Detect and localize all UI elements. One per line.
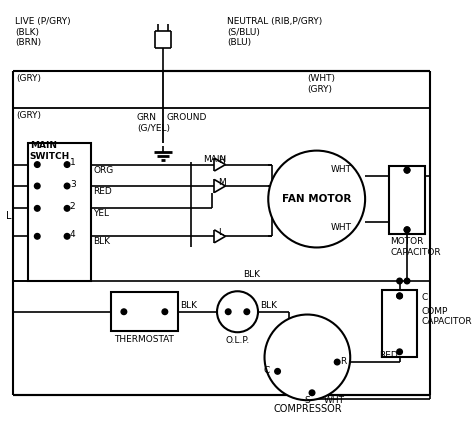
- Text: R: R: [340, 357, 346, 366]
- Text: GROUND: GROUND: [167, 113, 207, 122]
- Text: LIVE (P/GRY)
(BLK)
(BRN): LIVE (P/GRY) (BLK) (BRN): [15, 18, 71, 47]
- Circle shape: [404, 167, 410, 173]
- Text: COMPRESSOR: COMPRESSOR: [273, 404, 342, 414]
- Text: FAN MOTOR: FAN MOTOR: [282, 194, 351, 204]
- Circle shape: [64, 162, 70, 167]
- Circle shape: [334, 359, 340, 365]
- Text: YEL: YEL: [93, 209, 109, 218]
- Text: ORG: ORG: [93, 166, 113, 175]
- Circle shape: [404, 227, 410, 232]
- Circle shape: [217, 291, 258, 332]
- Text: 1: 1: [70, 158, 76, 167]
- Text: NEUTRAL (RIB,P/GRY)
(S/BLU)
(BLU): NEUTRAL (RIB,P/GRY) (S/BLU) (BLU): [227, 18, 322, 47]
- Circle shape: [35, 234, 40, 239]
- Bar: [28, 143, 91, 281]
- Text: L: L: [218, 228, 223, 237]
- Text: MAIN: MAIN: [203, 155, 226, 164]
- Text: COMP
CAPACITOR: COMP CAPACITOR: [421, 307, 472, 327]
- Text: C: C: [421, 293, 427, 302]
- Circle shape: [309, 390, 315, 395]
- Text: THERMOSTAT: THERMOSTAT: [114, 335, 174, 344]
- Text: (GRY): (GRY): [16, 111, 41, 121]
- Text: L: L: [6, 211, 11, 221]
- Text: 3: 3: [70, 180, 76, 189]
- Text: BLK: BLK: [260, 301, 277, 310]
- Circle shape: [404, 227, 410, 232]
- Bar: [111, 292, 178, 331]
- Circle shape: [397, 349, 402, 354]
- Text: RED: RED: [379, 351, 398, 360]
- Text: RED: RED: [93, 187, 112, 196]
- Text: BLK: BLK: [93, 237, 110, 246]
- Text: S: S: [304, 395, 310, 404]
- Circle shape: [404, 278, 410, 284]
- Text: O.L.P.: O.L.P.: [226, 336, 250, 345]
- Text: WHT: WHT: [323, 395, 344, 404]
- Text: MOTOR
CAPACITOR: MOTOR CAPACITOR: [390, 237, 441, 257]
- Circle shape: [64, 234, 70, 239]
- Circle shape: [64, 205, 70, 211]
- Bar: [389, 166, 425, 234]
- Circle shape: [397, 293, 402, 299]
- Circle shape: [162, 309, 168, 315]
- Circle shape: [268, 151, 365, 247]
- Text: GRN
(G/YEL): GRN (G/YEL): [137, 113, 170, 133]
- Text: WHT: WHT: [331, 223, 352, 232]
- Circle shape: [35, 162, 40, 167]
- Circle shape: [35, 183, 40, 189]
- Circle shape: [397, 278, 402, 284]
- Circle shape: [35, 205, 40, 211]
- Circle shape: [404, 167, 410, 173]
- Circle shape: [275, 369, 280, 374]
- Text: 2: 2: [70, 202, 75, 211]
- Text: WHT: WHT: [331, 165, 352, 174]
- Circle shape: [264, 315, 350, 400]
- Text: MAIN
SWITCH: MAIN SWITCH: [30, 141, 70, 160]
- Text: 4: 4: [70, 230, 75, 239]
- Circle shape: [226, 309, 231, 315]
- Bar: [382, 290, 417, 357]
- Text: (WHT)
(GRY): (WHT) (GRY): [307, 74, 336, 94]
- Text: H: H: [218, 156, 225, 165]
- Circle shape: [64, 183, 70, 189]
- Circle shape: [121, 309, 127, 315]
- Text: C: C: [264, 366, 270, 375]
- Circle shape: [244, 309, 250, 315]
- Text: M: M: [218, 178, 226, 187]
- Text: BLK: BLK: [243, 270, 260, 279]
- Text: BLK: BLK: [180, 301, 197, 310]
- Circle shape: [397, 293, 402, 299]
- Text: (GRY): (GRY): [16, 74, 41, 83]
